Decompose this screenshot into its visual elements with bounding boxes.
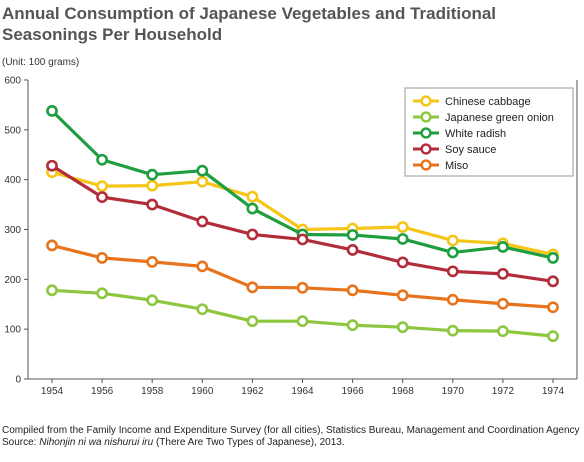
legend: Chinese cabbage Japanese green onion White… <box>404 87 574 177</box>
legend-label: White radish <box>445 128 506 140</box>
x-tick-label: 1970 <box>442 386 465 397</box>
data-point-japanese-green-onion <box>496 325 509 338</box>
data-point-japanese-green-onion <box>346 319 359 332</box>
series-line-soy-sauce <box>51 164 554 283</box>
x-tick-label: 1958 <box>141 386 164 397</box>
data-point-soy-sauce <box>96 191 108 204</box>
footer: Compiled from the Family Income and Expe… <box>2 425 582 449</box>
legend-label: Miso <box>445 160 468 172</box>
x-tick-label: 1960 <box>191 386 214 397</box>
data-point-miso <box>446 293 459 306</box>
data-point-white-radish <box>96 153 108 166</box>
source-note: Source: Nihonjin ni wa nishurui iru (The… <box>2 437 582 449</box>
data-point-soy-sauce <box>246 228 259 241</box>
data-point-soy-sauce <box>146 198 159 211</box>
data-point-miso <box>396 289 409 302</box>
data-point-chinese-cabbage <box>196 175 209 188</box>
legend-label: Soy sauce <box>445 144 496 156</box>
data-point-white-radish <box>196 164 209 177</box>
data-point-white-radish <box>496 241 509 253</box>
data-point-miso <box>196 260 209 273</box>
data-point-japanese-green-onion <box>96 287 108 300</box>
data-point-chinese-cabbage <box>396 221 409 233</box>
data-point-soy-sauce <box>446 265 459 278</box>
source-prefix: Source: <box>2 437 40 448</box>
data-point-chinese-cabbage <box>96 180 108 193</box>
x-tick-label: 1964 <box>291 386 314 397</box>
series-line-japanese-green-onion <box>51 288 554 338</box>
y-tick-label: 100 <box>4 325 21 336</box>
chart-title: Annual Consumption of Japanese Vegetable… <box>2 4 497 44</box>
y-tick-label: 300 <box>4 225 21 236</box>
data-point-white-radish <box>346 229 359 241</box>
data-point-soy-sauce <box>196 215 209 228</box>
legend-label: Chinese cabbage <box>445 96 531 108</box>
data-point-white-radish <box>146 168 159 181</box>
compiled-note: Compiled from the Family Income and Expe… <box>2 425 580 436</box>
source-title: Nihonjin ni wa nishurui iru <box>39 437 154 448</box>
y-tick-label: 400 <box>4 175 21 186</box>
legend-marker <box>420 143 432 155</box>
legend-marker <box>420 127 432 139</box>
x-tick-label: 1966 <box>341 386 364 397</box>
y-tick-label: 600 <box>4 76 21 87</box>
x-tick-label: 1972 <box>492 386 515 397</box>
legend-label: Japanese green onion <box>445 112 554 124</box>
axes: 0 100 200 300 400 500 600 1954 1956 1958 1960 1962 1… <box>4 76 578 397</box>
data-point-chinese-cabbage <box>446 234 459 247</box>
data-point-white-radish <box>46 104 58 117</box>
y-tick-label: 200 <box>4 275 21 286</box>
data-point-white-radish <box>446 246 459 259</box>
data-point-soy-sauce <box>496 267 509 280</box>
data-point-white-radish <box>246 202 259 215</box>
data-point-miso <box>296 281 309 294</box>
data-point-white-radish <box>396 233 409 245</box>
data-point-soy-sauce <box>296 233 309 246</box>
data-point-japanese-green-onion <box>46 284 58 297</box>
unit-label: (Unit: 100 grams) <box>2 57 80 68</box>
series-lines <box>46 104 559 343</box>
data-point-miso <box>547 301 559 314</box>
data-point-japanese-green-onion <box>246 315 259 328</box>
source-suffix: (There Are Two Types of Japanese), 2013. <box>153 437 345 448</box>
data-point-japanese-green-onion <box>396 321 409 334</box>
x-tick-label: 1974 <box>542 386 565 397</box>
data-point-soy-sauce <box>396 256 409 269</box>
data-point-soy-sauce <box>46 159 58 172</box>
data-point-miso <box>146 255 159 268</box>
x-tick-label: 1968 <box>392 386 415 397</box>
data-point-soy-sauce <box>547 275 559 288</box>
legend-marker <box>420 111 432 123</box>
data-point-miso <box>496 297 509 310</box>
x-tick-label: 1954 <box>41 386 64 397</box>
data-point-japanese-green-onion <box>547 330 559 343</box>
x-tick-label: 1956 <box>91 386 114 397</box>
data-point-white-radish <box>547 252 559 264</box>
legend-marker <box>420 159 432 171</box>
data-point-miso <box>46 239 58 252</box>
data-point-japanese-green-onion <box>296 315 309 328</box>
x-tick-label: 1962 <box>241 386 264 397</box>
y-tick-label: 0 <box>15 375 21 386</box>
data-point-soy-sauce <box>346 244 359 256</box>
data-point-japanese-green-onion <box>196 303 209 316</box>
data-point-japanese-green-onion <box>146 294 159 307</box>
data-point-miso <box>346 284 359 297</box>
legend-marker <box>420 95 432 107</box>
data-point-miso <box>246 281 259 294</box>
data-point-miso <box>96 252 108 264</box>
y-tick-label: 500 <box>4 125 21 136</box>
data-point-chinese-cabbage <box>146 179 159 192</box>
data-point-japanese-green-onion <box>446 324 459 337</box>
data-point-chinese-cabbage <box>246 190 259 203</box>
